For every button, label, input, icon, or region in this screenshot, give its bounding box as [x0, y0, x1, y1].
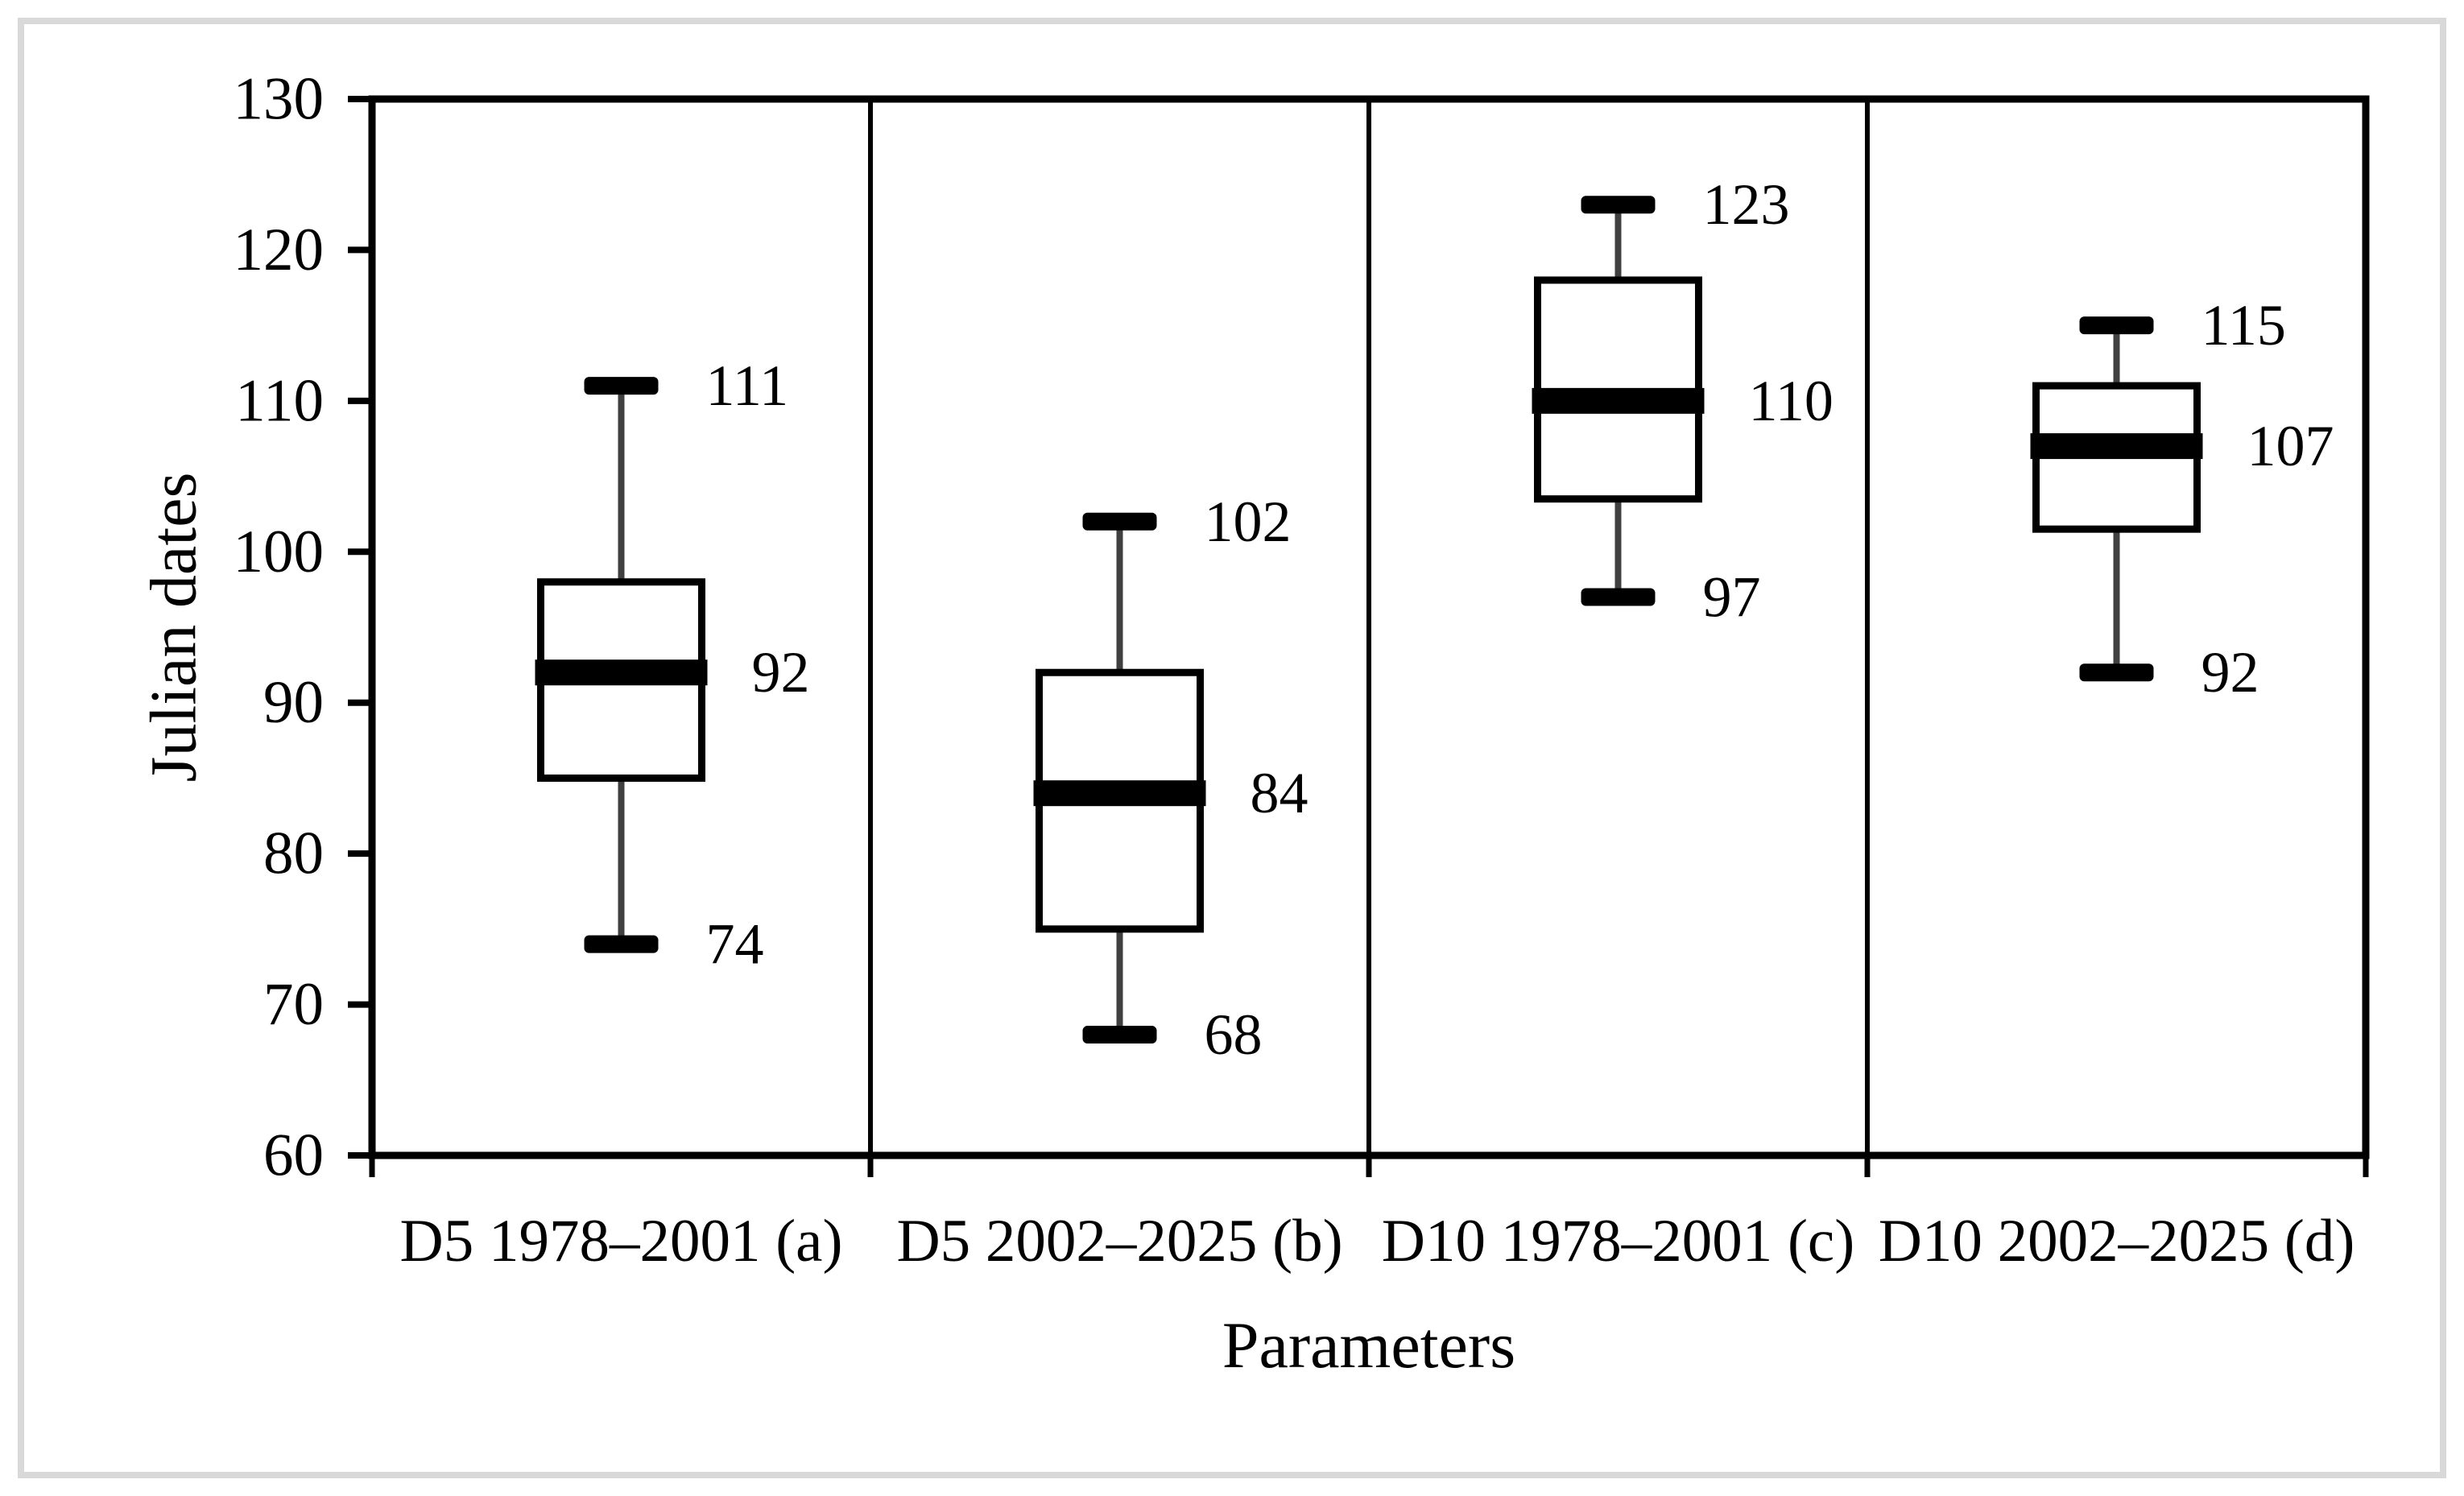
y-tick-label: 80 — [263, 820, 324, 887]
median-band — [1532, 387, 1705, 414]
whisker-high-label: 102 — [1205, 490, 1292, 554]
median-label: 84 — [1251, 761, 1308, 825]
x-category-label: D10 2002–2025 (d) — [1879, 1208, 2355, 1275]
whisker-high-label: 111 — [706, 353, 789, 418]
upper-whisker-cap — [2079, 316, 2154, 335]
upper-whisker-cap — [1082, 512, 1157, 531]
median-label: 92 — [752, 640, 810, 705]
lower-whisker-cap — [1082, 1026, 1157, 1044]
y-axis-title: Julian dates — [137, 473, 210, 783]
lower-whisker-cap — [2079, 663, 2154, 682]
x-axis-title: Parameters — [1222, 1308, 1515, 1382]
median-band — [2030, 433, 2203, 460]
whisker-low-label: 74 — [706, 912, 764, 977]
median-label: 107 — [2247, 414, 2334, 478]
whisker-low-label: 68 — [1205, 1002, 1263, 1067]
figure-border — [18, 18, 2446, 1478]
y-tick-label: 70 — [263, 971, 324, 1038]
y-tick-label: 120 — [234, 217, 325, 283]
whisker-low-label: 92 — [2201, 640, 2259, 705]
median-band — [1033, 780, 1206, 807]
lower-whisker-cap — [584, 935, 659, 953]
y-tick-label: 100 — [234, 519, 325, 585]
x-category-label: D5 1978–2001 (a) — [400, 1208, 843, 1275]
median-band — [535, 659, 708, 686]
lower-whisker-cap — [1581, 588, 1656, 606]
x-category-label: D10 1978–2001 (c) — [1382, 1208, 1854, 1275]
whisker-low-label: 97 — [1703, 565, 1761, 630]
whisker-high-label: 123 — [1703, 172, 1790, 237]
y-tick-label: 130 — [234, 66, 325, 133]
y-tick-label: 110 — [235, 367, 324, 434]
y-tick-label: 90 — [263, 669, 324, 736]
median-label: 110 — [1749, 369, 1834, 433]
upper-whisker-cap — [1581, 196, 1656, 214]
x-category-label: D5 2002–2025 (b) — [896, 1208, 1342, 1275]
whisker-high-label: 115 — [2201, 293, 2286, 357]
upper-whisker-cap — [584, 377, 659, 395]
y-tick-label: 60 — [263, 1122, 324, 1189]
